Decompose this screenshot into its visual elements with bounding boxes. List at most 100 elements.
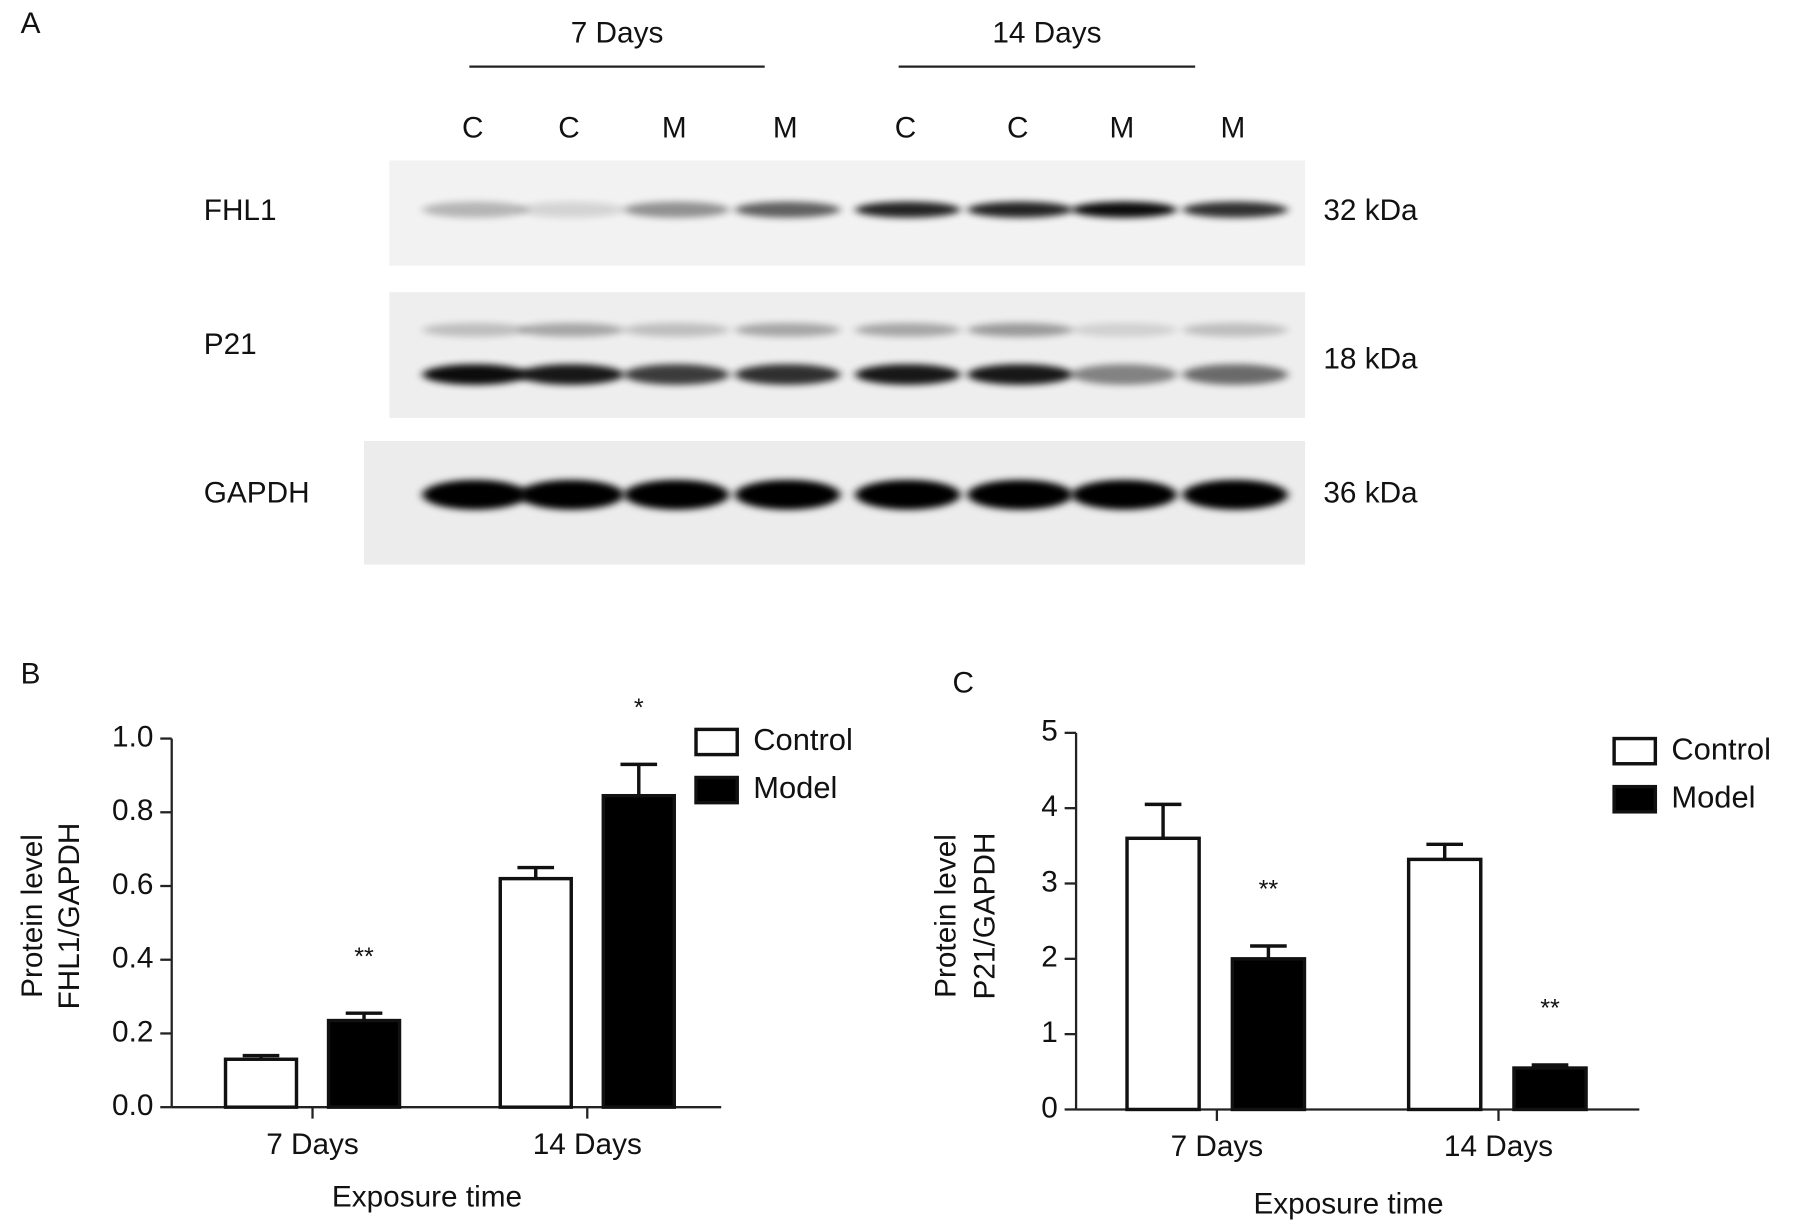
band bbox=[623, 201, 730, 218]
significance-label: * bbox=[634, 694, 644, 722]
blot: 7 Days 14 Days C C M M C C M M FHL1 32 kDa P21 18 kDa… bbox=[204, 16, 1418, 510]
lane-label: M bbox=[1221, 111, 1246, 144]
error-bar bbox=[1144, 802, 1182, 839]
bar bbox=[326, 1018, 402, 1109]
panel-label: A bbox=[21, 7, 41, 40]
band bbox=[518, 201, 624, 218]
error-bar bbox=[242, 1053, 280, 1060]
size-label: 36 kDa bbox=[1323, 477, 1418, 510]
band bbox=[518, 364, 624, 385]
band bbox=[855, 479, 961, 510]
y-axis-label: Protein level bbox=[930, 834, 963, 998]
error-bar bbox=[1426, 842, 1464, 860]
band bbox=[734, 479, 841, 510]
panel-label: C bbox=[952, 667, 974, 700]
lane-label: C bbox=[895, 111, 917, 144]
group-label: 7 Days bbox=[571, 16, 664, 49]
band bbox=[1071, 201, 1177, 218]
y-tick-label: 2 bbox=[1041, 941, 1058, 974]
band bbox=[855, 323, 961, 337]
bar bbox=[1125, 836, 1201, 1112]
row-label: FHL1 bbox=[204, 194, 277, 227]
y-tick-label: 3 bbox=[1041, 865, 1058, 898]
legend-swatch bbox=[694, 775, 739, 805]
band bbox=[1071, 479, 1177, 510]
y-axis-label: P21/GAPDH bbox=[969, 833, 1002, 1000]
y-tick-label: 4 bbox=[1041, 790, 1058, 823]
legend-swatch bbox=[694, 727, 739, 757]
legend-label: Model bbox=[753, 770, 837, 805]
band bbox=[1182, 364, 1288, 385]
band bbox=[734, 364, 841, 385]
band bbox=[967, 479, 1073, 510]
band bbox=[1182, 479, 1288, 510]
legend-label: Control bbox=[1671, 731, 1771, 766]
band bbox=[623, 364, 730, 385]
band bbox=[734, 323, 841, 337]
y-tick-label: 0.6 bbox=[112, 868, 153, 901]
band bbox=[422, 364, 528, 385]
lane-label: C bbox=[1007, 111, 1029, 144]
significance-label: ** bbox=[1540, 995, 1560, 1023]
band bbox=[967, 364, 1073, 385]
bar bbox=[1230, 957, 1307, 1112]
row-label: P21 bbox=[204, 328, 257, 361]
band bbox=[967, 323, 1073, 337]
panel-label: B bbox=[21, 657, 41, 690]
y-tick-label: 0.8 bbox=[112, 794, 153, 827]
band bbox=[855, 364, 961, 385]
y-axis-label: FHL1/GAPDH bbox=[53, 823, 86, 1010]
lane-label: M bbox=[773, 111, 798, 144]
band bbox=[422, 479, 528, 510]
size-label: 32 kDa bbox=[1323, 194, 1418, 227]
lane-label: M bbox=[662, 111, 687, 144]
error-bar bbox=[620, 762, 658, 796]
error-bar bbox=[1250, 944, 1287, 959]
bar bbox=[1406, 857, 1483, 1112]
band bbox=[422, 201, 528, 218]
band bbox=[1071, 364, 1177, 385]
legend-label: Control bbox=[753, 722, 853, 757]
band bbox=[422, 323, 528, 337]
band bbox=[518, 323, 624, 337]
band bbox=[518, 479, 624, 510]
band bbox=[734, 201, 841, 218]
band bbox=[967, 201, 1073, 218]
y-tick-label: 0 bbox=[1041, 1091, 1058, 1124]
blot-background bbox=[389, 292, 1306, 419]
bar bbox=[223, 1057, 299, 1109]
y-tick-label: 0.0 bbox=[112, 1089, 153, 1122]
x-tick-label: 7 Days bbox=[266, 1128, 359, 1161]
legend-label: Model bbox=[1671, 779, 1755, 814]
bar bbox=[1512, 1066, 1588, 1112]
group-label: 14 Days bbox=[992, 16, 1101, 49]
y-tick-label: 0.2 bbox=[112, 1015, 153, 1048]
x-tick-label: 14 Days bbox=[533, 1128, 642, 1161]
error-bar bbox=[1531, 1063, 1569, 1069]
lane-label: C bbox=[462, 111, 484, 144]
lane-label: M bbox=[1109, 111, 1134, 144]
band bbox=[1182, 323, 1288, 337]
significance-label: ** bbox=[1259, 876, 1279, 904]
error-bar bbox=[517, 865, 555, 879]
band bbox=[623, 323, 730, 337]
band bbox=[1071, 323, 1177, 337]
lane-label: C bbox=[558, 111, 580, 144]
y-tick-label: 1 bbox=[1041, 1016, 1058, 1049]
band bbox=[855, 201, 961, 218]
x-tick-label: 7 Days bbox=[1171, 1130, 1264, 1163]
y-axis-label: Protein level bbox=[16, 834, 49, 998]
legend-swatch bbox=[1612, 784, 1658, 814]
y-tick-label: 0.4 bbox=[112, 942, 153, 975]
band bbox=[623, 479, 730, 510]
bar bbox=[601, 793, 676, 1109]
y-tick-label: 5 bbox=[1041, 715, 1058, 748]
x-axis-label: Exposure time bbox=[332, 1181, 522, 1214]
band bbox=[1182, 201, 1288, 218]
x-tick-label: 14 Days bbox=[1444, 1130, 1553, 1163]
y-tick-label: 1.0 bbox=[112, 720, 153, 753]
row-label: GAPDH bbox=[204, 477, 310, 510]
